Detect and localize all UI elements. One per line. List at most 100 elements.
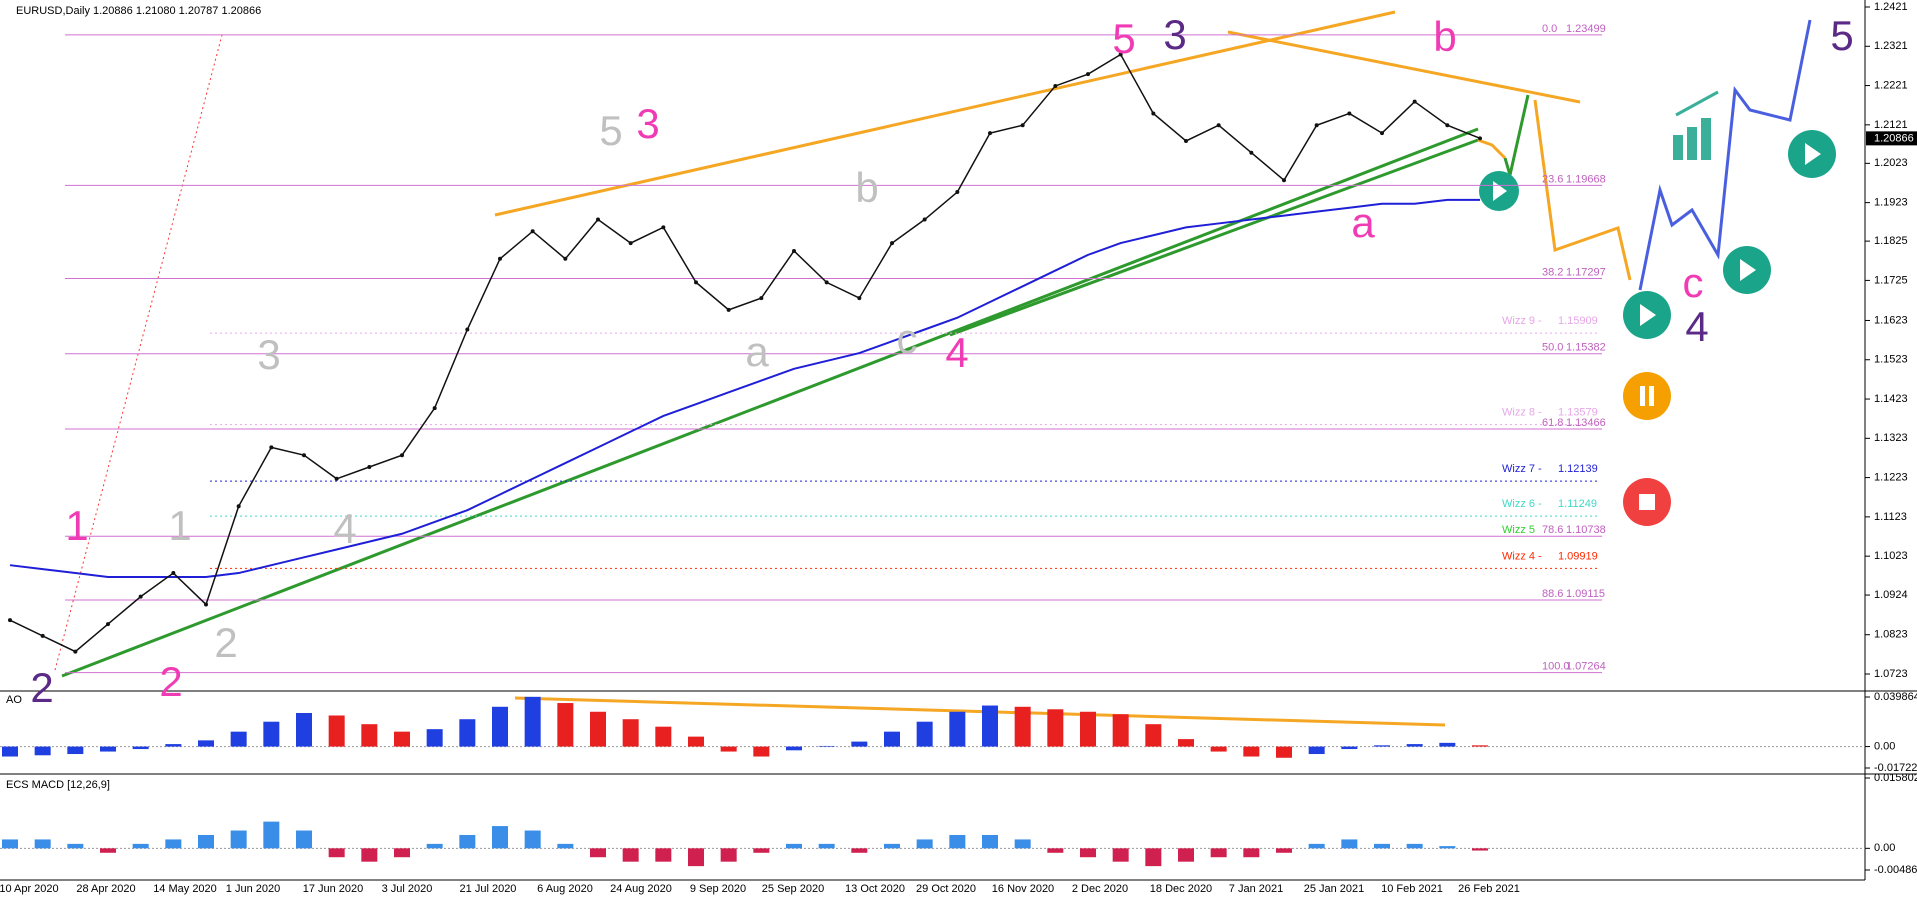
play-icon	[1788, 130, 1836, 178]
close-point	[73, 649, 78, 654]
moving-average	[9, 198, 1480, 578]
symbol-header: EURUSD,Daily 1.20886 1.21080 1.20787 1.2…	[16, 5, 261, 17]
play-icon	[1723, 246, 1771, 294]
stop-icon	[1623, 478, 1671, 526]
date-label: 24 Aug 2020	[610, 883, 672, 895]
wave-label: c	[897, 315, 918, 362]
wave-label: 5	[1830, 12, 1853, 59]
macd-bar	[1243, 848, 1260, 858]
ao-bar	[1341, 746, 1358, 750]
date-label: 28 Apr 2020	[76, 883, 135, 895]
close-point	[694, 280, 698, 285]
fib-level-label: 78.6	[1542, 524, 1563, 536]
close-point	[922, 217, 927, 222]
ao-bar	[1439, 742, 1456, 747]
macd-bar	[590, 848, 606, 858]
close-point	[759, 296, 764, 301]
ao-bar	[198, 740, 214, 747]
panel-tick-label: 0.00	[1874, 740, 1895, 752]
price-tick-label: 1.2321	[1874, 40, 1908, 52]
close-point	[334, 476, 339, 481]
fib-price-label: 1.19668	[1566, 173, 1606, 185]
price-tick-label: 1.0823	[1874, 629, 1908, 641]
fib-price-label: 1.10738	[1566, 524, 1606, 536]
price-tick-label: 1.1923	[1874, 197, 1908, 209]
date-label: 13 Oct 2020	[845, 883, 905, 895]
ao-bar	[394, 731, 410, 747]
scenario-arrow	[1675, 90, 1719, 117]
ao-bar	[1243, 746, 1260, 757]
ao-bar	[132, 746, 149, 750]
close-point	[857, 296, 862, 301]
ao-bar	[1145, 724, 1162, 747]
macd-bar	[132, 843, 149, 849]
wave-label: 4	[945, 329, 968, 376]
close-point	[432, 406, 437, 411]
price-tick-label: 1.1423	[1874, 393, 1908, 405]
date-label: 10 Apr 2020	[0, 883, 59, 895]
wizz-name: Wizz 6 -	[1502, 498, 1542, 510]
resistance-line	[494, 10, 1396, 217]
macd-bar	[720, 848, 737, 862]
fib-price-label: 1.09115	[1566, 588, 1605, 600]
panel-tick-label: 0.0158024	[1874, 772, 1917, 784]
date-label: 1 Jun 2020	[226, 883, 280, 895]
macd-label: ECS MACD [12,26,9]	[6, 779, 110, 791]
scenario-arrow	[1533, 99, 1632, 281]
date-label: 16 Nov 2020	[992, 883, 1054, 895]
macd-bar	[361, 848, 378, 862]
pause-icon	[1623, 372, 1671, 420]
price-tick-label: 1.2023	[1874, 157, 1908, 169]
macd-bar	[1210, 848, 1227, 858]
ao-bar	[165, 744, 182, 747]
macd-bar	[1406, 843, 1423, 849]
ao-bar	[1406, 744, 1423, 747]
macd-bar	[1308, 843, 1325, 849]
ao-bar	[100, 746, 116, 752]
ao-bar	[818, 745, 835, 747]
date-label: 10 Feb 2021	[1381, 883, 1443, 895]
wave-label: 4	[333, 505, 356, 552]
macd-bar	[949, 834, 966, 849]
ao-label: AO	[6, 694, 22, 706]
fib-price-label: 1.17297	[1566, 266, 1606, 278]
macd-bar	[1014, 839, 1031, 849]
close-point	[1445, 123, 1450, 128]
close-point	[1086, 72, 1090, 77]
wizz-name: Wizz 8 -	[1502, 407, 1542, 419]
date-label: 18 Dec 2020	[1150, 883, 1212, 895]
price-line	[9, 53, 1481, 653]
macd-bar	[1145, 848, 1162, 867]
close-point	[1249, 150, 1254, 155]
ao-bar	[524, 696, 541, 747]
scenario-arrow	[1638, 19, 1812, 291]
price-tick-label: 1.0723	[1874, 668, 1908, 680]
close-point	[1347, 111, 1352, 116]
close-point	[269, 445, 274, 450]
macd-bar	[916, 839, 933, 849]
ao-bar	[1080, 711, 1096, 747]
close-point	[138, 594, 143, 599]
close-point	[8, 618, 12, 623]
wizz-name: Wizz 7 -	[1502, 463, 1542, 475]
macd-bar	[1047, 848, 1064, 853]
wave-label: 3	[257, 331, 280, 378]
fib-level-label: 0.0	[1542, 23, 1557, 35]
wave-label: 4	[1685, 303, 1708, 350]
close-point	[106, 622, 110, 627]
ao-bar	[67, 746, 84, 755]
close-point	[1053, 83, 1058, 88]
macd-bar	[688, 848, 704, 867]
wave-label: 3	[1163, 11, 1186, 58]
close-point	[1314, 123, 1319, 128]
wave-label: b	[855, 164, 878, 211]
fib-price-label: 1.07264	[1566, 661, 1606, 673]
close-point	[1151, 111, 1156, 116]
macd-bar	[1472, 848, 1488, 851]
close-point	[661, 225, 666, 230]
fib-level-label: 100.0	[1542, 661, 1570, 673]
current-price-label: 1.20866	[1874, 132, 1914, 144]
fib-level-label: 38.2	[1542, 266, 1563, 278]
date-label: 2 Dec 2020	[1072, 883, 1128, 895]
